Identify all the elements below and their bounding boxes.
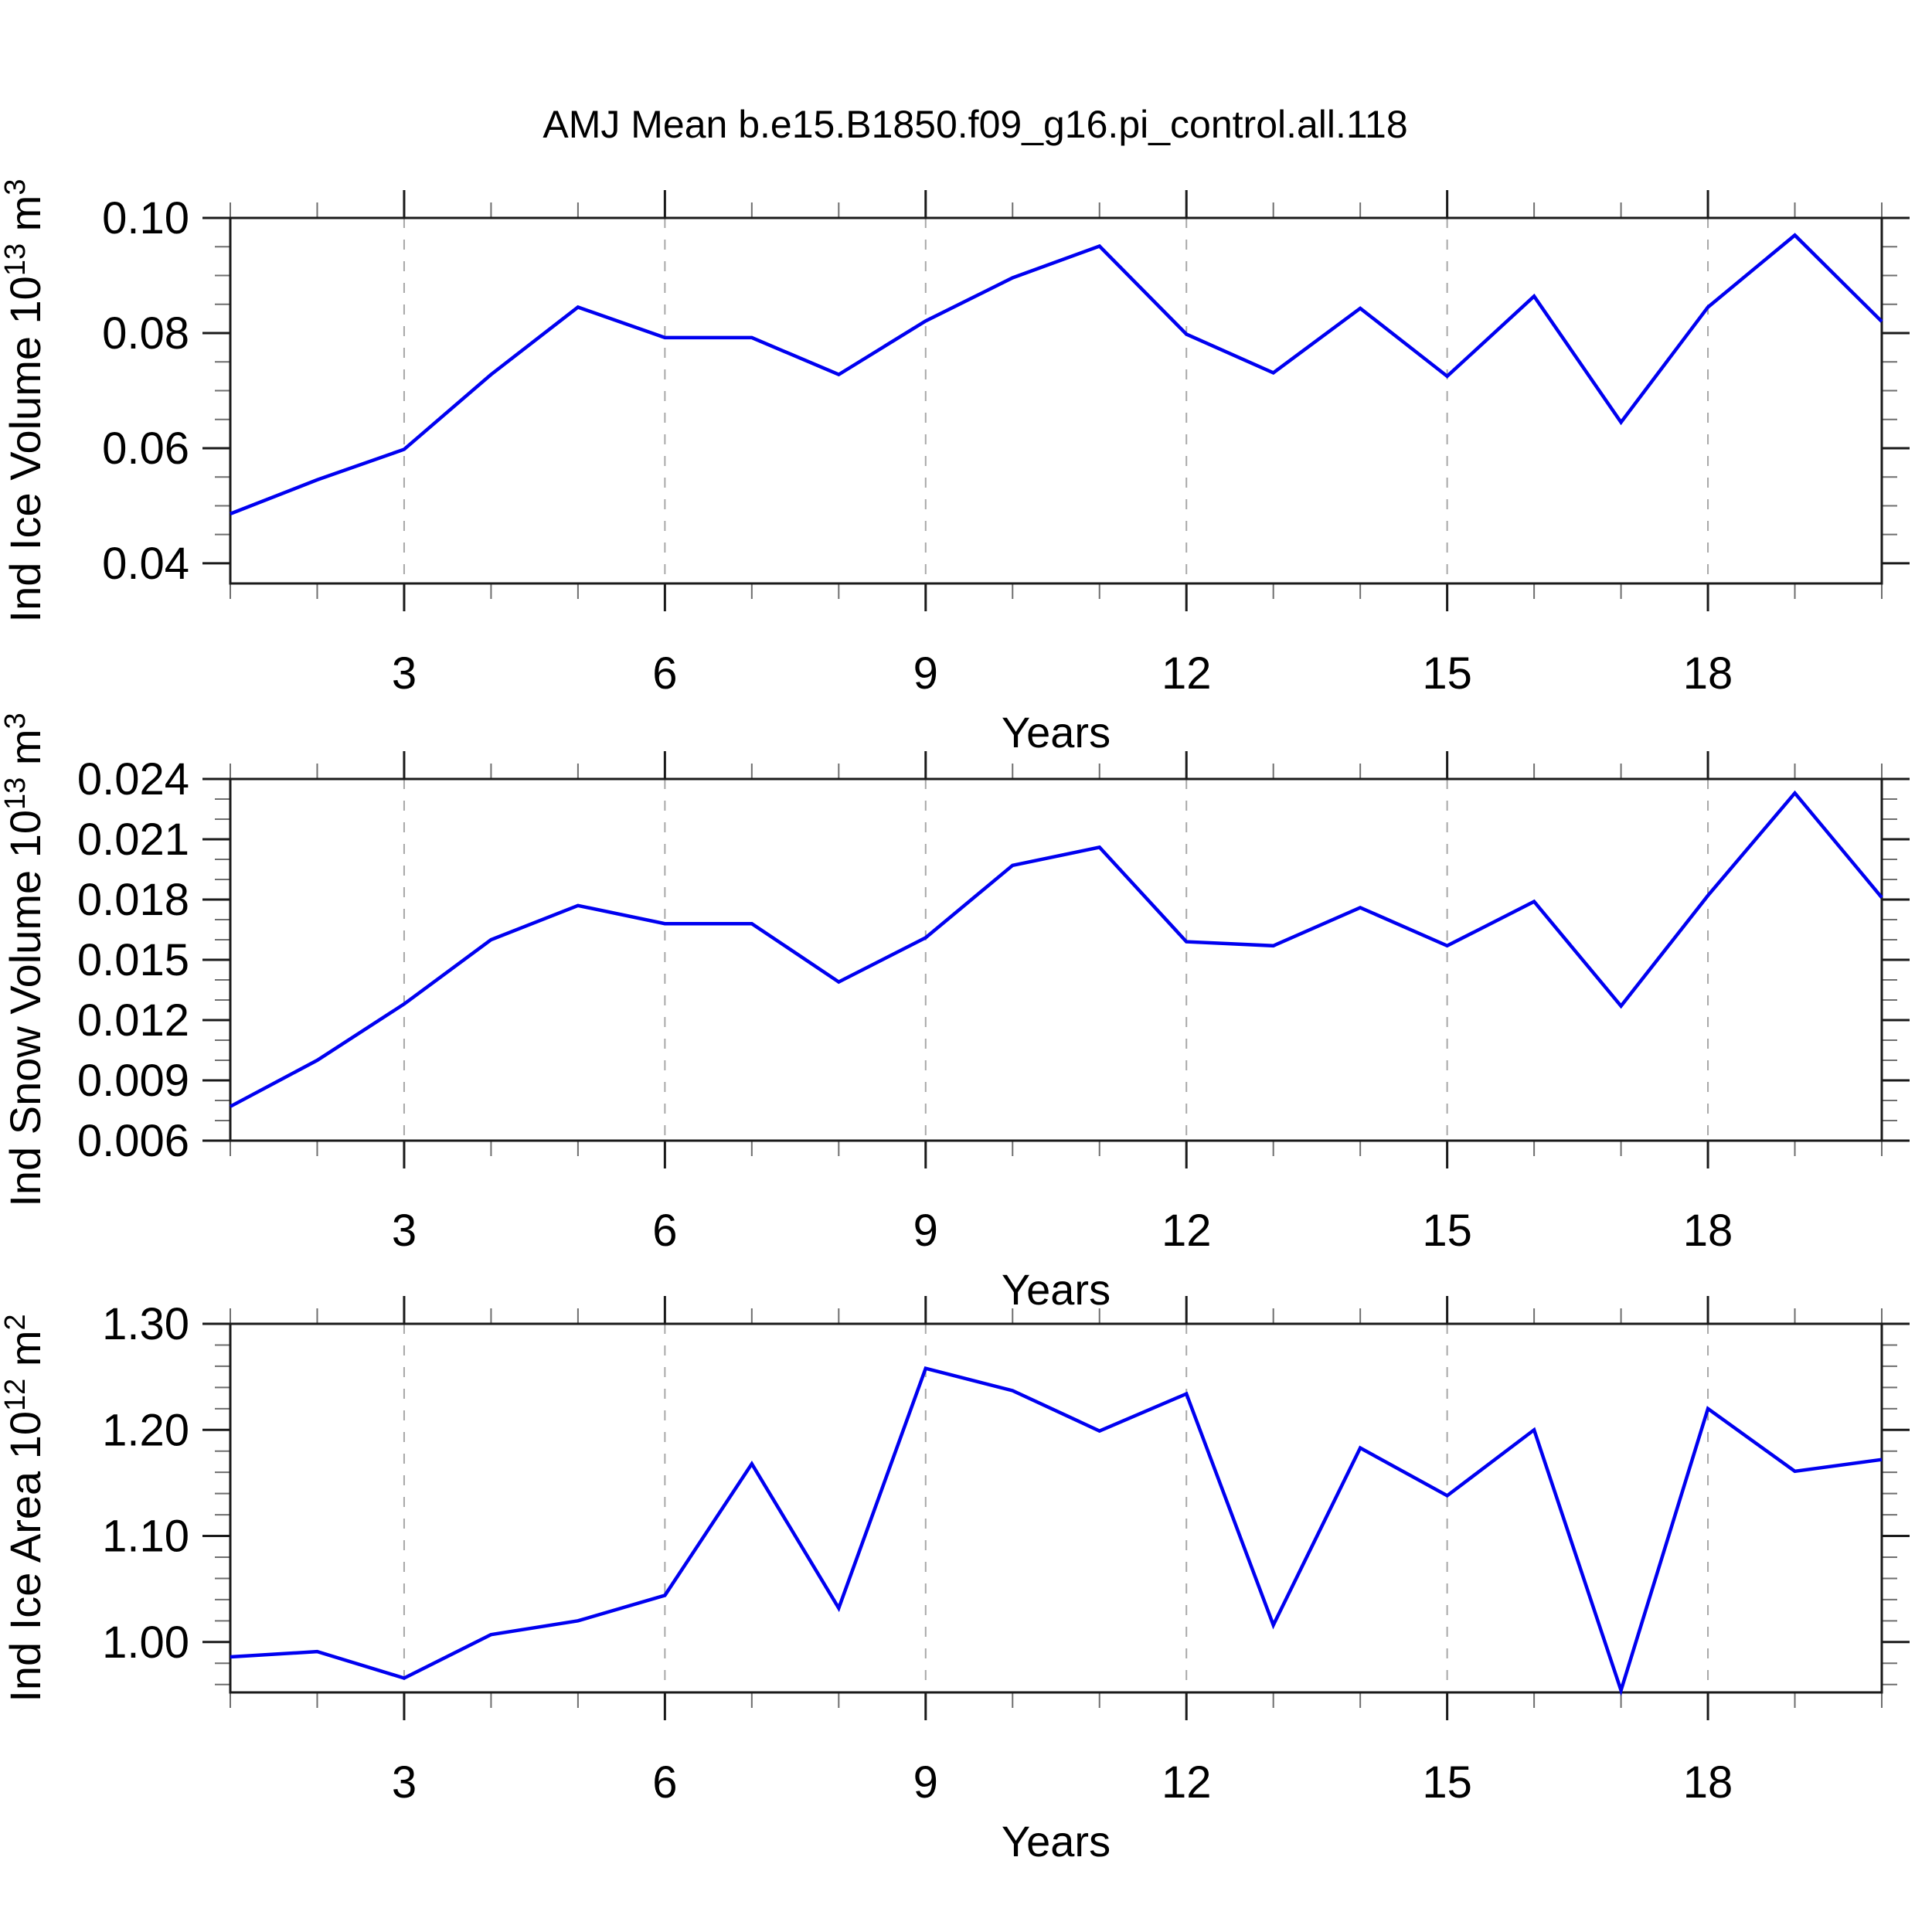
x-tick-label: 6 bbox=[652, 1206, 677, 1256]
x-axis-labels: 3 6 9 12 15 18 Years bbox=[392, 1206, 1733, 1314]
y-tick-label: 1.10 bbox=[102, 1512, 189, 1562]
y-minor-ticks bbox=[215, 246, 1897, 536]
gridlines bbox=[403, 1324, 1709, 1692]
y-tick-label: 1.00 bbox=[102, 1617, 189, 1668]
y-axis-title: Ind Ice Volume 1013 m3 bbox=[0, 179, 49, 623]
y-tick-label: 1.20 bbox=[102, 1405, 189, 1455]
y-minor-ticks bbox=[215, 798, 1897, 1121]
y-major-ticks: 1.00 1.10 1.20 1.30 bbox=[102, 1299, 1910, 1668]
y-tick-label: 0.021 bbox=[77, 815, 189, 865]
y-major-ticks: 0.006 0.009 0.012 0.015 0.018 0.021 0.024 bbox=[77, 754, 1910, 1166]
gridlines bbox=[403, 218, 1709, 583]
y-axis-title: Ind Ice Area 1012 m2 bbox=[0, 1314, 49, 1702]
y-minor-ticks bbox=[215, 1344, 1897, 1685]
x-tick-label: 18 bbox=[1683, 1757, 1733, 1808]
x-axis-ticks bbox=[230, 190, 1883, 611]
plot-frame bbox=[229, 1322, 1883, 1694]
y-axis-title: Ind Snow Volume 1013 m3 bbox=[0, 713, 49, 1206]
x-tick-label: 12 bbox=[1162, 648, 1212, 699]
x-tick-label: 3 bbox=[392, 1206, 417, 1256]
y-tick-label: 0.015 bbox=[77, 935, 189, 985]
x-tick-label: 18 bbox=[1683, 648, 1733, 699]
x-tick-label: 9 bbox=[913, 1206, 938, 1256]
chart-title: AMJ Mean b.e15.B1850.f09_g16.pi_control.… bbox=[543, 103, 1407, 146]
x-tick-label: 3 bbox=[392, 648, 417, 699]
panels-root: 0.04 0.06 0.08 0.10 3 6 9 12 15 18 Years Ind Ice Vo… bbox=[0, 179, 1910, 1866]
y-tick-label: 1.30 bbox=[102, 1299, 189, 1349]
x-tick-label: 6 bbox=[652, 1757, 677, 1808]
x-axis-labels: 3 6 9 12 15 18 Years bbox=[392, 648, 1733, 757]
x-axis-title: Years bbox=[1002, 1265, 1111, 1314]
y-tick-label: 0.006 bbox=[77, 1116, 189, 1166]
x-tick-label: 12 bbox=[1162, 1206, 1212, 1256]
x-tick-label: 15 bbox=[1422, 1206, 1472, 1256]
panel-ice-volume: 0.04 0.06 0.08 0.10 3 6 9 12 15 18 Years Ind Ice Vo… bbox=[0, 179, 1910, 757]
plot-frame bbox=[229, 777, 1883, 1142]
x-axis-ticks bbox=[230, 751, 1883, 1168]
y-tick-label: 0.08 bbox=[102, 308, 189, 359]
y-tick-label: 0.018 bbox=[77, 875, 189, 925]
x-axis-title: Years bbox=[1002, 708, 1111, 757]
plot-frame bbox=[229, 216, 1883, 585]
data-line bbox=[229, 790, 1883, 1108]
data-line bbox=[230, 1366, 1883, 1696]
x-tick-label: 3 bbox=[392, 1757, 417, 1808]
y-tick-label: 0.04 bbox=[102, 539, 189, 589]
y-major-ticks: 0.04 0.06 0.08 0.10 bbox=[102, 193, 1910, 589]
x-tick-label: 15 bbox=[1422, 648, 1472, 699]
x-tick-label: 6 bbox=[652, 648, 677, 699]
x-tick-label: 15 bbox=[1422, 1757, 1472, 1808]
y-tick-label: 0.06 bbox=[102, 423, 189, 474]
x-tick-label: 12 bbox=[1162, 1757, 1212, 1808]
x-axis-labels: 3 6 9 12 15 18 Years bbox=[392, 1757, 1733, 1866]
y-tick-label: 0.012 bbox=[77, 995, 189, 1046]
panel-snow-volume: 0.006 0.009 0.012 0.015 0.018 0.021 0.024 3 6 9 12… bbox=[0, 713, 1910, 1314]
y-tick-label: 0.10 bbox=[102, 193, 189, 243]
x-tick-label: 9 bbox=[913, 1757, 938, 1808]
panel-ice-area: 1.00 1.10 1.20 1.30 3 6 9 12 15 18 Years Ind Ice Ar… bbox=[0, 1296, 1910, 1866]
y-tick-label: 0.009 bbox=[77, 1056, 189, 1106]
x-tick-label: 18 bbox=[1683, 1206, 1733, 1256]
x-axis-ticks bbox=[230, 1296, 1883, 1720]
data-line bbox=[230, 233, 1883, 515]
gridlines bbox=[403, 779, 1709, 1141]
x-axis-title: Years bbox=[1002, 1817, 1111, 1866]
x-tick-label: 9 bbox=[913, 648, 938, 699]
y-tick-label: 0.024 bbox=[77, 754, 189, 804]
